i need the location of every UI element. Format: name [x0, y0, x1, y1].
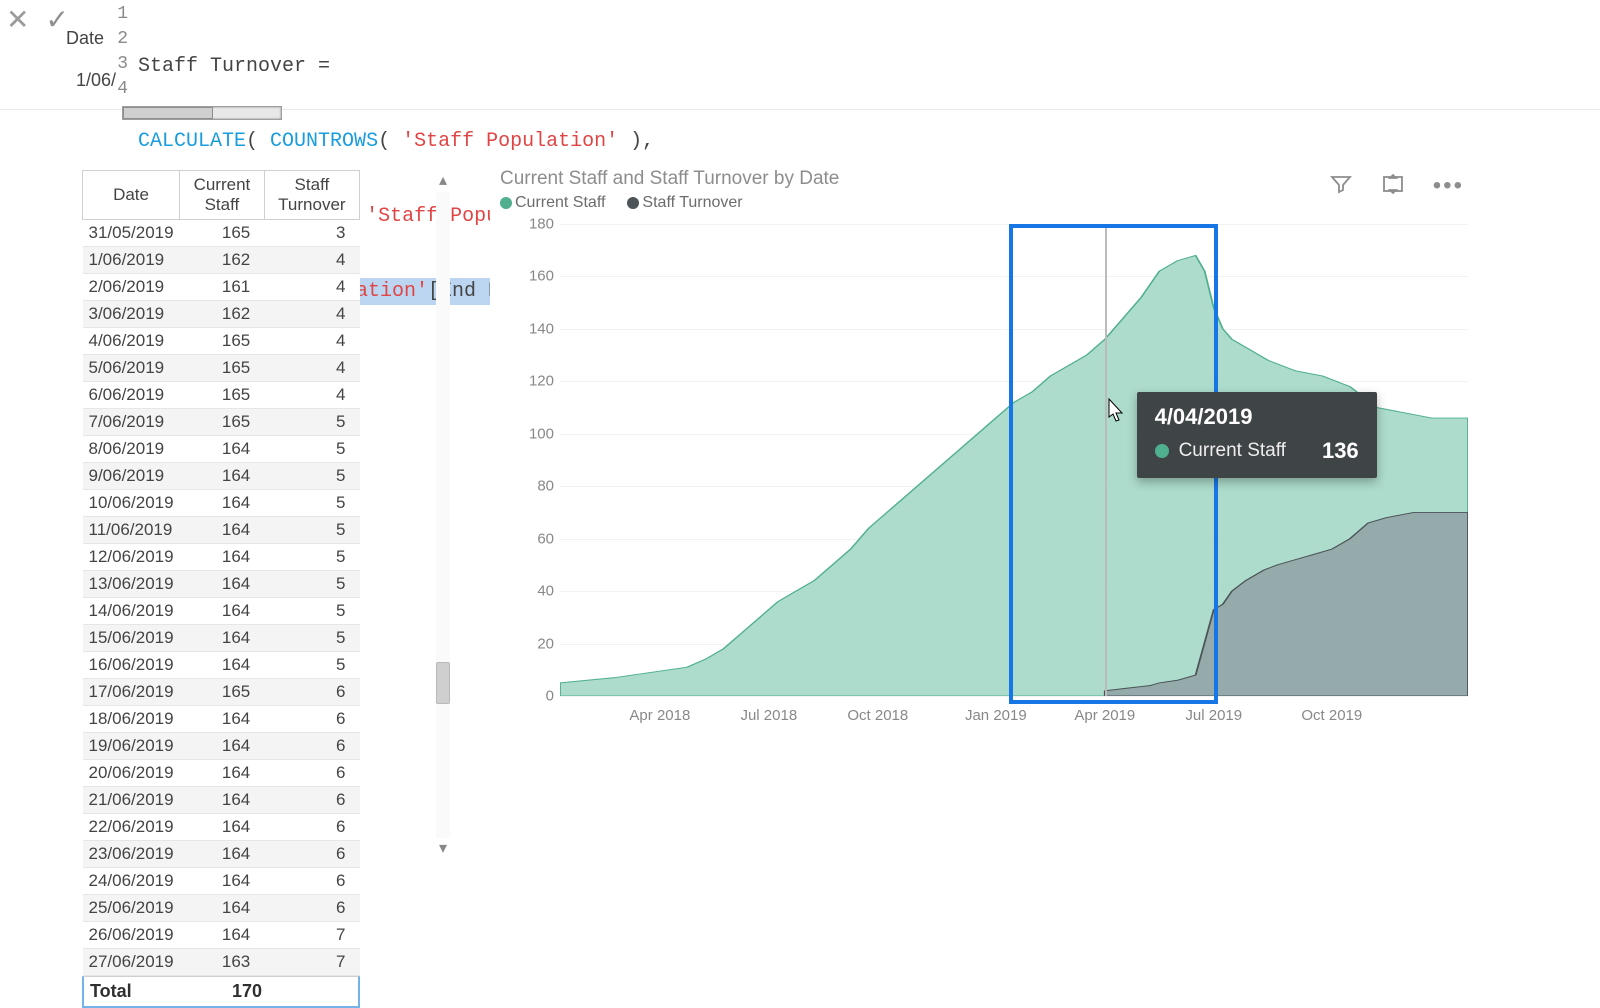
- table-row[interactable]: 12/06/20191645: [83, 544, 360, 571]
- table-row[interactable]: 2/06/20191614: [83, 274, 360, 301]
- cancel-icon[interactable]: ✕: [6, 6, 29, 34]
- table-row[interactable]: 20/06/20191646: [83, 760, 360, 787]
- table-header-date[interactable]: Date: [83, 171, 180, 220]
- table-row[interactable]: 16/06/20191645: [83, 652, 360, 679]
- table-row[interactable]: 10/06/20191645: [83, 490, 360, 517]
- table-row[interactable]: 22/06/20191646: [83, 814, 360, 841]
- formula-hscrollbar-thumb[interactable]: [123, 107, 213, 119]
- table-row[interactable]: 19/06/20191646: [83, 733, 360, 760]
- table-row[interactable]: 13/06/20191645: [83, 571, 360, 598]
- scroll-down-icon[interactable]: ▾: [432, 838, 454, 860]
- table-row[interactable]: 31/05/20191653: [83, 220, 360, 247]
- table-total-row: Total 170: [82, 976, 360, 1008]
- table-row[interactable]: 25/06/20191646: [83, 895, 360, 922]
- table-row[interactable]: 14/06/20191645: [83, 598, 360, 625]
- table-row[interactable]: 26/06/20191647: [83, 922, 360, 949]
- table-row[interactable]: 17/06/20191656: [83, 679, 360, 706]
- more-options-icon[interactable]: •••: [1433, 172, 1464, 200]
- scroll-up-icon[interactable]: ▴: [432, 170, 454, 192]
- formula-hscrollbar[interactable]: [122, 106, 282, 120]
- table-row[interactable]: 9/06/20191645: [83, 463, 360, 490]
- table-row[interactable]: 6/06/20191654: [83, 382, 360, 409]
- table-row[interactable]: 18/06/20191646: [83, 706, 360, 733]
- focus-mode-icon[interactable]: [1381, 172, 1405, 196]
- table-header-turnover[interactable]: Staff Turnover: [264, 171, 359, 220]
- chart-tooltip: 4/04/2019 Current Staff 136: [1137, 392, 1377, 478]
- legend-item-current[interactable]: Current Staff: [500, 194, 605, 212]
- table-row[interactable]: 4/06/20191654: [83, 328, 360, 355]
- formula-gutter: 1 2 3 4: [108, 4, 134, 104]
- table-row[interactable]: 27/06/20191637: [83, 949, 360, 976]
- table-row[interactable]: 23/06/20191646: [83, 841, 360, 868]
- legend-item-turnover[interactable]: Staff Turnover: [627, 194, 742, 212]
- area-chart-visual[interactable]: Current Staff and Staff Turnover by Date…: [490, 164, 1480, 732]
- chart-hairline: [1105, 224, 1107, 696]
- formula-bar: Date 1/06/ ✕ ✓ 1 2 3 4 Staff Turnover = …: [0, 0, 1600, 110]
- chart-plot-area[interactable]: 020406080100120140160180 Apr 2018Jul 201…: [520, 224, 1468, 696]
- table-row[interactable]: 5/06/20191654: [83, 355, 360, 382]
- table-header-current[interactable]: Current Staff: [180, 171, 265, 220]
- table-row[interactable]: 21/06/20191646: [83, 787, 360, 814]
- filter-icon[interactable]: [1329, 172, 1353, 196]
- table-row[interactable]: 3/06/20191624: [83, 301, 360, 328]
- table-row[interactable]: 24/06/20191646: [83, 868, 360, 895]
- table-visual[interactable]: Date Current Staff Staff Turnover 31/05/…: [82, 170, 360, 870]
- vscroll-thumb[interactable]: [436, 662, 450, 704]
- commit-icon[interactable]: ✓: [45, 6, 68, 34]
- table-row[interactable]: 8/06/20191645: [83, 436, 360, 463]
- table-row[interactable]: 7/06/20191655: [83, 409, 360, 436]
- table-row[interactable]: 1/06/20191624: [83, 247, 360, 274]
- table-row[interactable]: 15/06/20191645: [83, 625, 360, 652]
- column-header-bg: Date: [66, 28, 104, 49]
- table-vscrollbar[interactable]: ▴ ▾: [432, 170, 454, 860]
- table-row[interactable]: 11/06/20191645: [83, 517, 360, 544]
